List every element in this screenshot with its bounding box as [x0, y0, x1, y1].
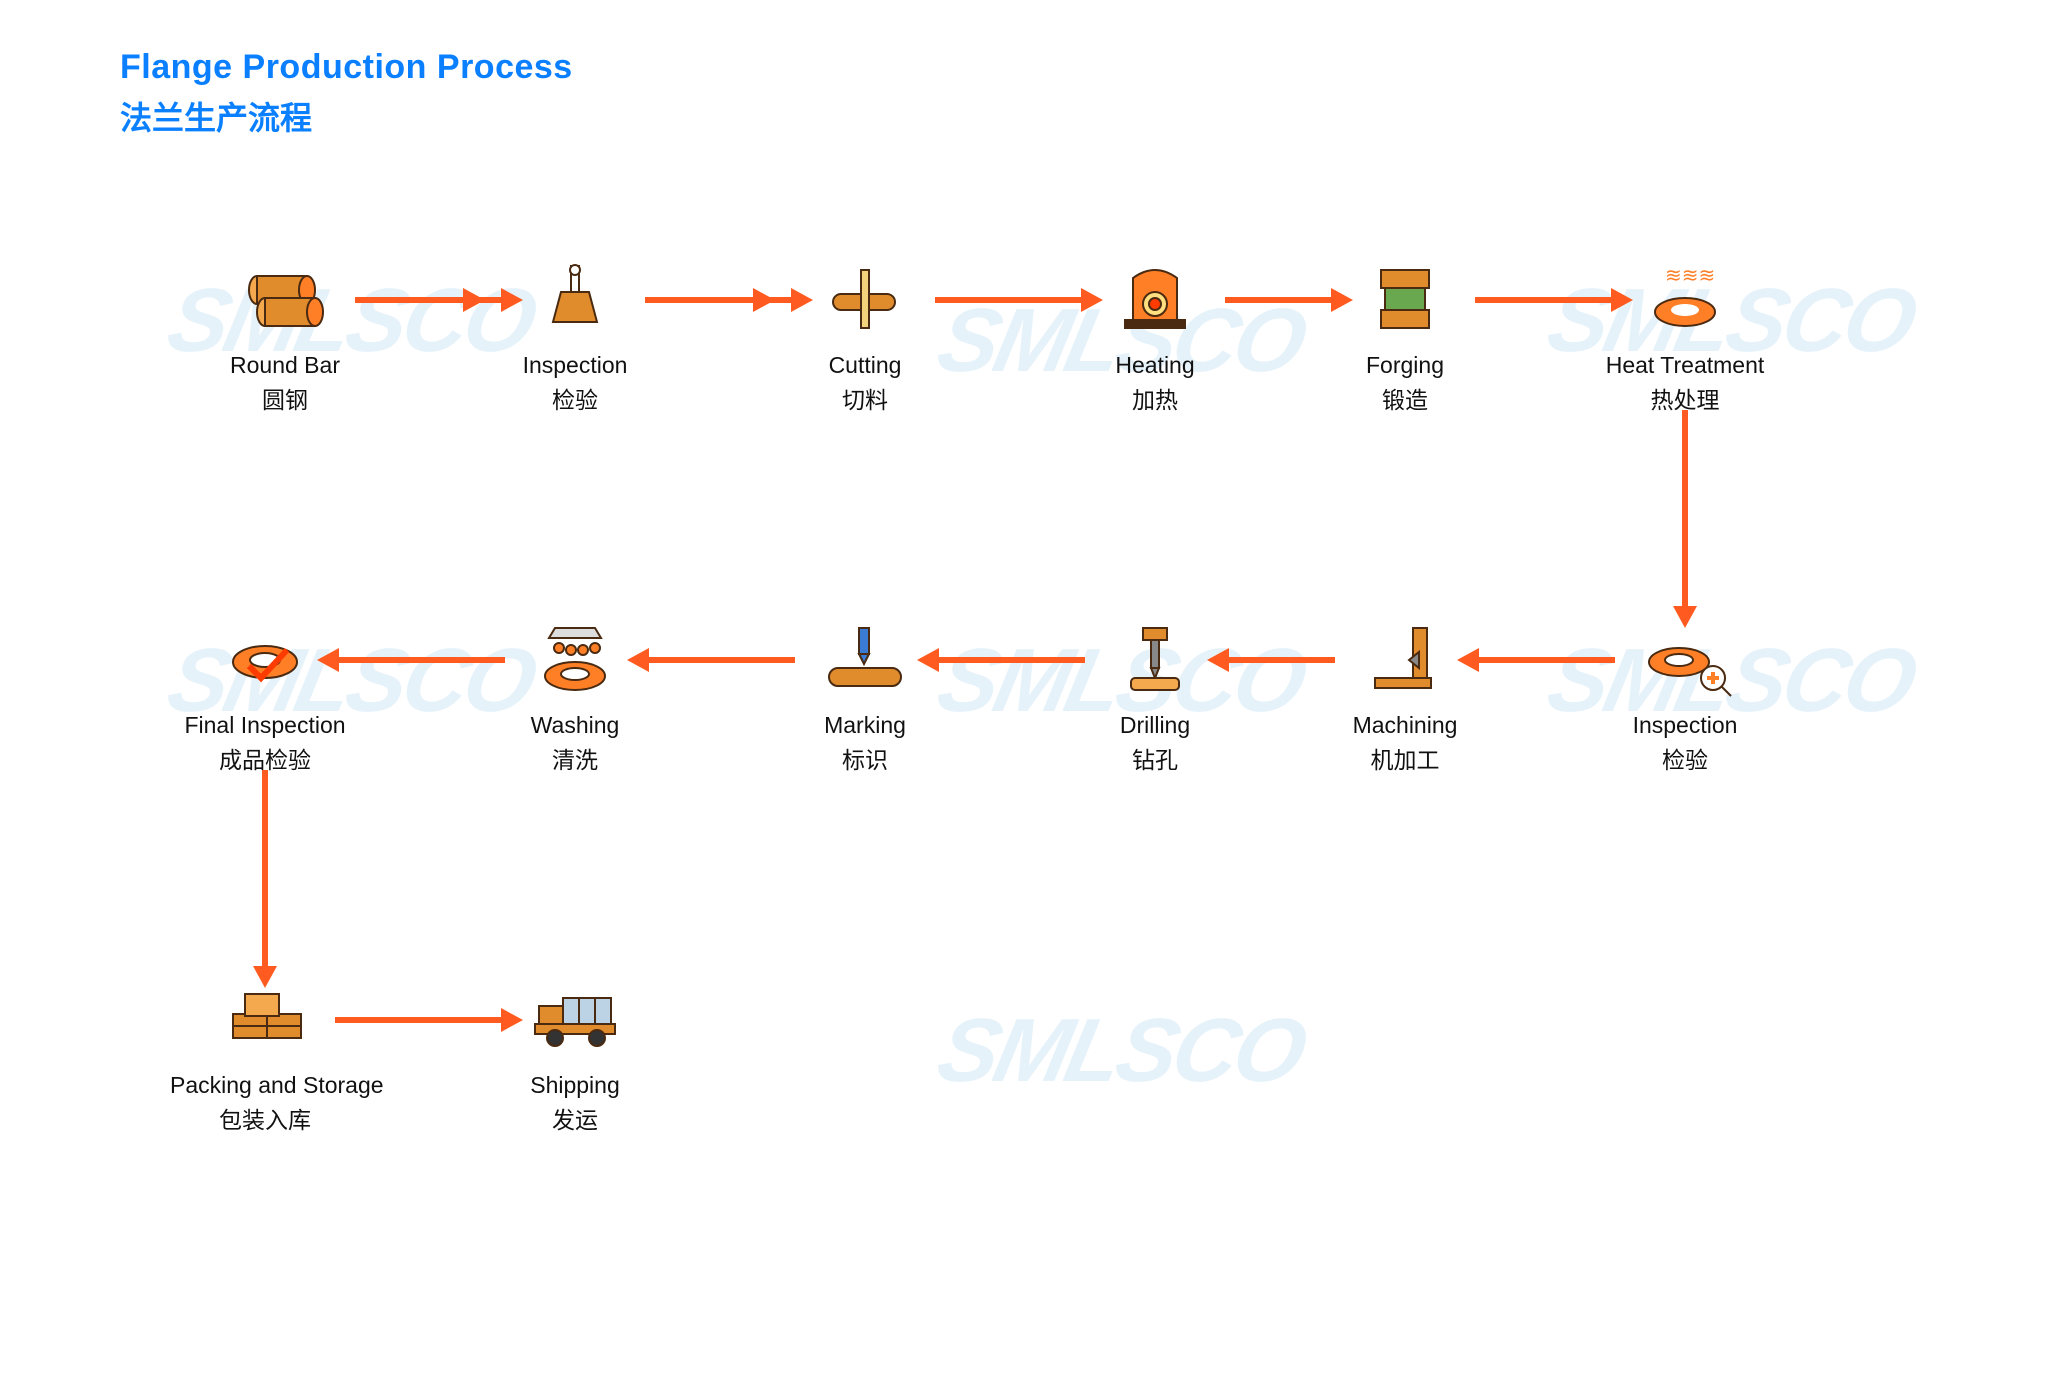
process-node-inspection1: Inspection检验: [480, 260, 670, 415]
node-label-en: Drilling: [1060, 712, 1250, 739]
node-label-cn: 检验: [1590, 741, 1780, 775]
watermark: SMLSCO: [929, 1000, 1312, 1103]
flow-arrow: [645, 657, 795, 663]
heat-ring-icon: ≋≋≋: [1635, 260, 1735, 340]
node-label-cn: 清洗: [480, 741, 670, 775]
truck-icon: [525, 980, 625, 1060]
node-label-cn: 发运: [480, 1101, 670, 1135]
process-node-washing: Washing清洗: [480, 620, 670, 775]
process-node-heat-treatment: ≋≋≋ Heat Treatment热处理: [1590, 260, 1780, 415]
node-label-en: Cutting: [770, 352, 960, 379]
process-node-shipping: Shipping发运: [480, 980, 670, 1135]
flow-arrow: [935, 657, 1085, 663]
process-node-inspection2: Inspection检验: [1590, 620, 1780, 775]
process-node-final-inspection: Final Inspection成品检验: [170, 620, 360, 775]
node-label-cn: 圆钢: [190, 381, 380, 415]
node-label-en: Marking: [770, 712, 960, 739]
node-label-en: Packing and Storage: [170, 1072, 360, 1099]
process-node-marking: Marking标识: [770, 620, 960, 775]
node-label-cn: 锻造: [1310, 381, 1500, 415]
node-label-cn: 包装入库: [170, 1101, 360, 1135]
node-label-cn: 标识: [770, 741, 960, 775]
process-node-cutting: Cutting切料: [770, 260, 960, 415]
process-node-forging: Forging锻造: [1310, 260, 1500, 415]
node-label-cn: 加热: [1060, 381, 1250, 415]
flow-arrow: [335, 657, 505, 663]
press-icon: [1355, 260, 1455, 340]
marking-icon: [815, 620, 915, 700]
flow-arrow: [1682, 410, 1688, 610]
process-node-drilling: Drilling钻孔: [1060, 620, 1250, 775]
node-label-en: Heating: [1060, 352, 1250, 379]
process-node-round-bar: Round Bar圆钢: [190, 260, 380, 415]
ring-check-icon: [215, 620, 315, 700]
node-label-cn: 切料: [770, 381, 960, 415]
node-label-en: Forging: [1310, 352, 1500, 379]
flow-arrow: [355, 297, 505, 303]
furnace-icon: [1105, 260, 1205, 340]
flow-arrow: [1475, 297, 1615, 303]
ring-magnify-icon: [1635, 620, 1735, 700]
node-label-en: Round Bar: [190, 352, 380, 379]
svg-text:≋≋≋: ≋≋≋: [1665, 265, 1715, 287]
node-label-cn: 检验: [480, 381, 670, 415]
round-bar-icon: [235, 260, 335, 340]
node-label-en: Final Inspection: [170, 712, 360, 739]
drill-icon: [1105, 620, 1205, 700]
node-label-cn: 钻孔: [1060, 741, 1250, 775]
washing-icon: [525, 620, 625, 700]
lathe-icon: [1355, 620, 1455, 700]
flow-arrow: [645, 297, 795, 303]
flow-arrow: [1475, 657, 1615, 663]
process-node-packing: Packing and Storage包装入库: [170, 980, 360, 1135]
process-node-machining: Machining机加工: [1310, 620, 1500, 775]
flow-arrow: [935, 297, 1085, 303]
node-label-en: Inspection: [1590, 712, 1780, 739]
boxes-icon: [215, 980, 315, 1060]
flow-arrow: [335, 1017, 505, 1023]
node-label-en: Shipping: [480, 1072, 670, 1099]
node-label-en: Heat Treatment: [1590, 352, 1780, 379]
flow-arrow: [1225, 657, 1335, 663]
node-label-en: Inspection: [480, 352, 670, 379]
flow-arrow: [1225, 297, 1335, 303]
node-label-en: Washing: [480, 712, 670, 739]
flow-arrow: [262, 770, 268, 970]
flask-icon: [525, 260, 625, 340]
node-label-en: Machining: [1310, 712, 1500, 739]
flowchart-stage: SMLSCOSMLSCOSMLSCOSMLSCOSMLSCOSMLSCOSMLS…: [80, 60, 1980, 1360]
process-node-heating: Heating加热: [1060, 260, 1250, 415]
cutting-icon: [815, 260, 915, 340]
node-label-cn: 机加工: [1310, 741, 1500, 775]
